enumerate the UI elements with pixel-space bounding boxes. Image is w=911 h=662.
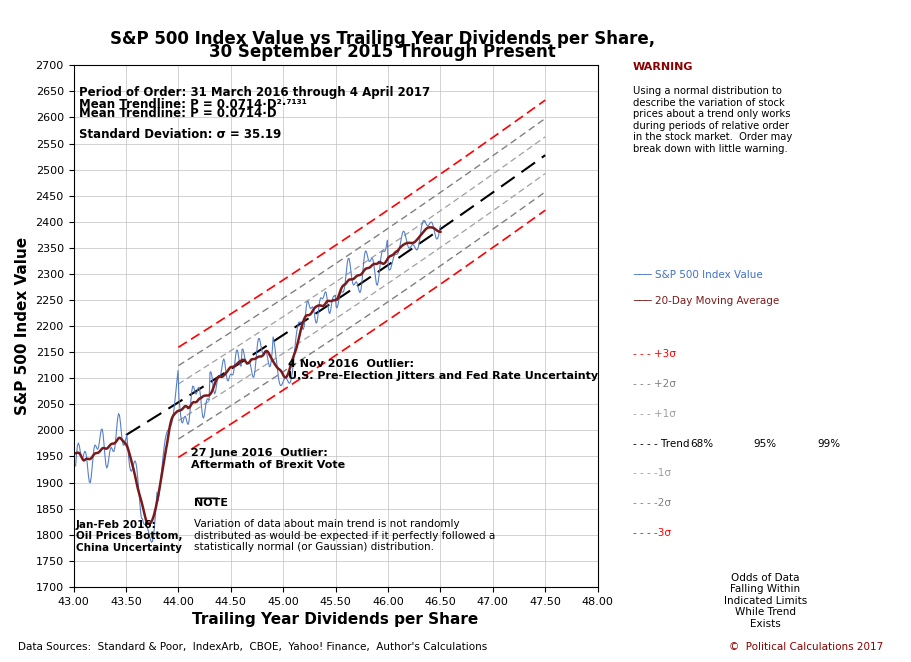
Text: Data Sources:  Standard & Poor,  IndexArb,  CBOE,  Yahoo! Finance,  Author's Cal: Data Sources: Standard & Poor, IndexArb,… <box>18 642 487 652</box>
Text: - - - -1σ: - - - -1σ <box>633 468 671 479</box>
Text: - - - +2σ: - - - +2σ <box>633 379 676 389</box>
Text: - - - -2σ: - - - -2σ <box>633 498 671 508</box>
Text: Mean Trendline: P = 0.0714·D: Mean Trendline: P = 0.0714·D <box>78 107 276 120</box>
Text: 68%: 68% <box>690 438 713 449</box>
Text: ─── S&P 500 Index Value: ─── S&P 500 Index Value <box>633 269 763 280</box>
Text: Variation of data about main trend is not randomly
distributed as would be expec: Variation of data about main trend is no… <box>194 519 496 552</box>
Text: Using a normal distribution to
describe the variation of stock
prices about a tr: Using a normal distribution to describe … <box>633 86 793 154</box>
Text: - - - +3σ: - - - +3σ <box>633 349 676 359</box>
Text: 4 Nov 2016  Outlier:
U.S. Pre-Election Jitters and Fed Rate Uncertainty: 4 Nov 2016 Outlier: U.S. Pre-Election Ji… <box>289 359 599 381</box>
Text: 27 June 2016  Outlier:
Aftermath of Brexit Vote: 27 June 2016 Outlier: Aftermath of Brexi… <box>191 448 345 469</box>
Y-axis label: S&P 500 Index Value: S&P 500 Index Value <box>15 237 30 415</box>
Text: ©  Political Calculations 2017: © Political Calculations 2017 <box>730 642 884 652</box>
Text: 99%: 99% <box>817 438 841 449</box>
Text: Jan-Feb 2016:
Oil Prices Bottom,
China Uncertainty: Jan-Feb 2016: Oil Prices Bottom, China U… <box>76 520 182 553</box>
Text: - - - -3σ: - - - -3σ <box>633 528 671 538</box>
Text: Mean Trendline: P = 0.0714·D²·⁷¹³¹: Mean Trendline: P = 0.0714·D²·⁷¹³¹ <box>78 98 307 111</box>
Text: WARNING: WARNING <box>633 62 693 71</box>
Text: 95%: 95% <box>753 438 777 449</box>
Text: 30 September 2015 Through Present: 30 September 2015 Through Present <box>210 43 556 61</box>
Text: Odds of Data
Falling Within
Indicated Limits
While Trend
Exists: Odds of Data Falling Within Indicated Li… <box>723 573 807 629</box>
Text: ─── 20-Day Moving Average: ─── 20-Day Moving Average <box>633 296 780 307</box>
X-axis label: Trailing Year Dividends per Share: Trailing Year Dividends per Share <box>192 612 478 627</box>
Text: Period of Order: 31 March 2016 through 4 April 2017: Period of Order: 31 March 2016 through 4… <box>78 86 430 99</box>
Text: - - - - Trend: - - - - Trend <box>633 438 690 449</box>
Text: S&P 500 Index Value vs Trailing Year Dividends per Share,: S&P 500 Index Value vs Trailing Year Div… <box>110 30 655 48</box>
Text: NOTE: NOTE <box>194 498 228 508</box>
Text: - - - +1σ: - - - +1σ <box>633 408 676 419</box>
Text: Standard Deviation: σ = 35.19: Standard Deviation: σ = 35.19 <box>78 128 281 141</box>
